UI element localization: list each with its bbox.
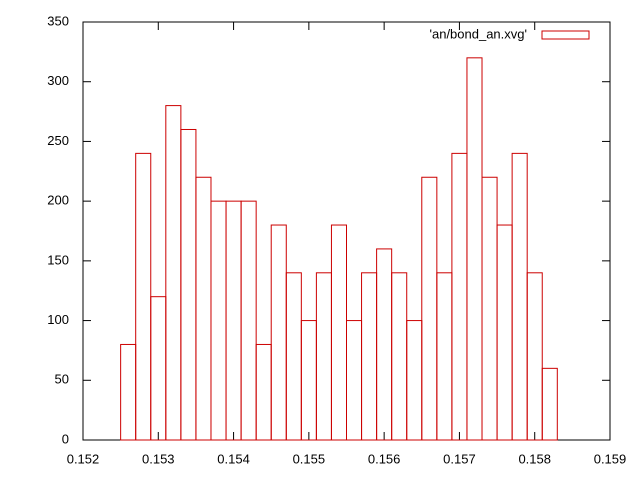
histogram-bar [285, 272, 302, 441]
y-tick-label: 250 [47, 133, 69, 148]
histogram-bar [240, 200, 257, 441]
y-tick-label: 200 [47, 193, 69, 208]
y-tick-label: 50 [55, 372, 69, 387]
x-tick-label: 0.155 [293, 451, 326, 466]
histogram-bar [511, 152, 528, 441]
histogram-bar [225, 200, 242, 441]
x-tick-label: 0.159 [594, 451, 627, 466]
histogram-bar [270, 224, 287, 441]
histogram-bar [421, 176, 438, 441]
histogram-bar [210, 200, 227, 441]
legend-label: 'an/bond_an.xvg' [430, 26, 528, 41]
histogram-bar [120, 343, 137, 441]
histogram-bar [481, 176, 498, 441]
histogram-bar [526, 272, 543, 441]
histogram-bar [451, 152, 468, 441]
histogram-bar [135, 152, 152, 441]
histogram-bar [150, 296, 167, 441]
y-tick-label: 150 [47, 252, 69, 267]
histogram-bar [255, 343, 272, 441]
legend-swatch [541, 30, 590, 40]
histogram-bar [195, 176, 212, 441]
x-tick-label: 0.156 [368, 451, 401, 466]
histogram-bar [300, 320, 317, 441]
x-tick-label: 0.152 [67, 451, 100, 466]
histogram-bar [180, 128, 197, 441]
histogram-bar [436, 272, 453, 441]
histogram-bar [541, 367, 558, 441]
histogram-bar [466, 57, 483, 441]
y-tick-label: 0 [62, 431, 69, 446]
x-tick-label: 0.158 [518, 451, 551, 466]
histogram-bar [315, 272, 332, 441]
y-tick-label: 350 [47, 13, 69, 28]
histogram-bar [346, 320, 363, 441]
x-tick-label: 0.157 [443, 451, 476, 466]
x-tick-label: 0.153 [142, 451, 175, 466]
y-tick-label: 300 [47, 73, 69, 88]
histogram-bar [376, 248, 393, 441]
x-tick-label: 0.154 [217, 451, 250, 466]
histogram-bar [330, 224, 348, 441]
y-tick-label: 100 [47, 312, 69, 327]
histogram-bar [391, 272, 408, 441]
histogram-bar [361, 272, 378, 441]
histogram-bar [406, 320, 423, 441]
histogram-bar [496, 224, 513, 441]
histogram-bar [165, 105, 182, 441]
